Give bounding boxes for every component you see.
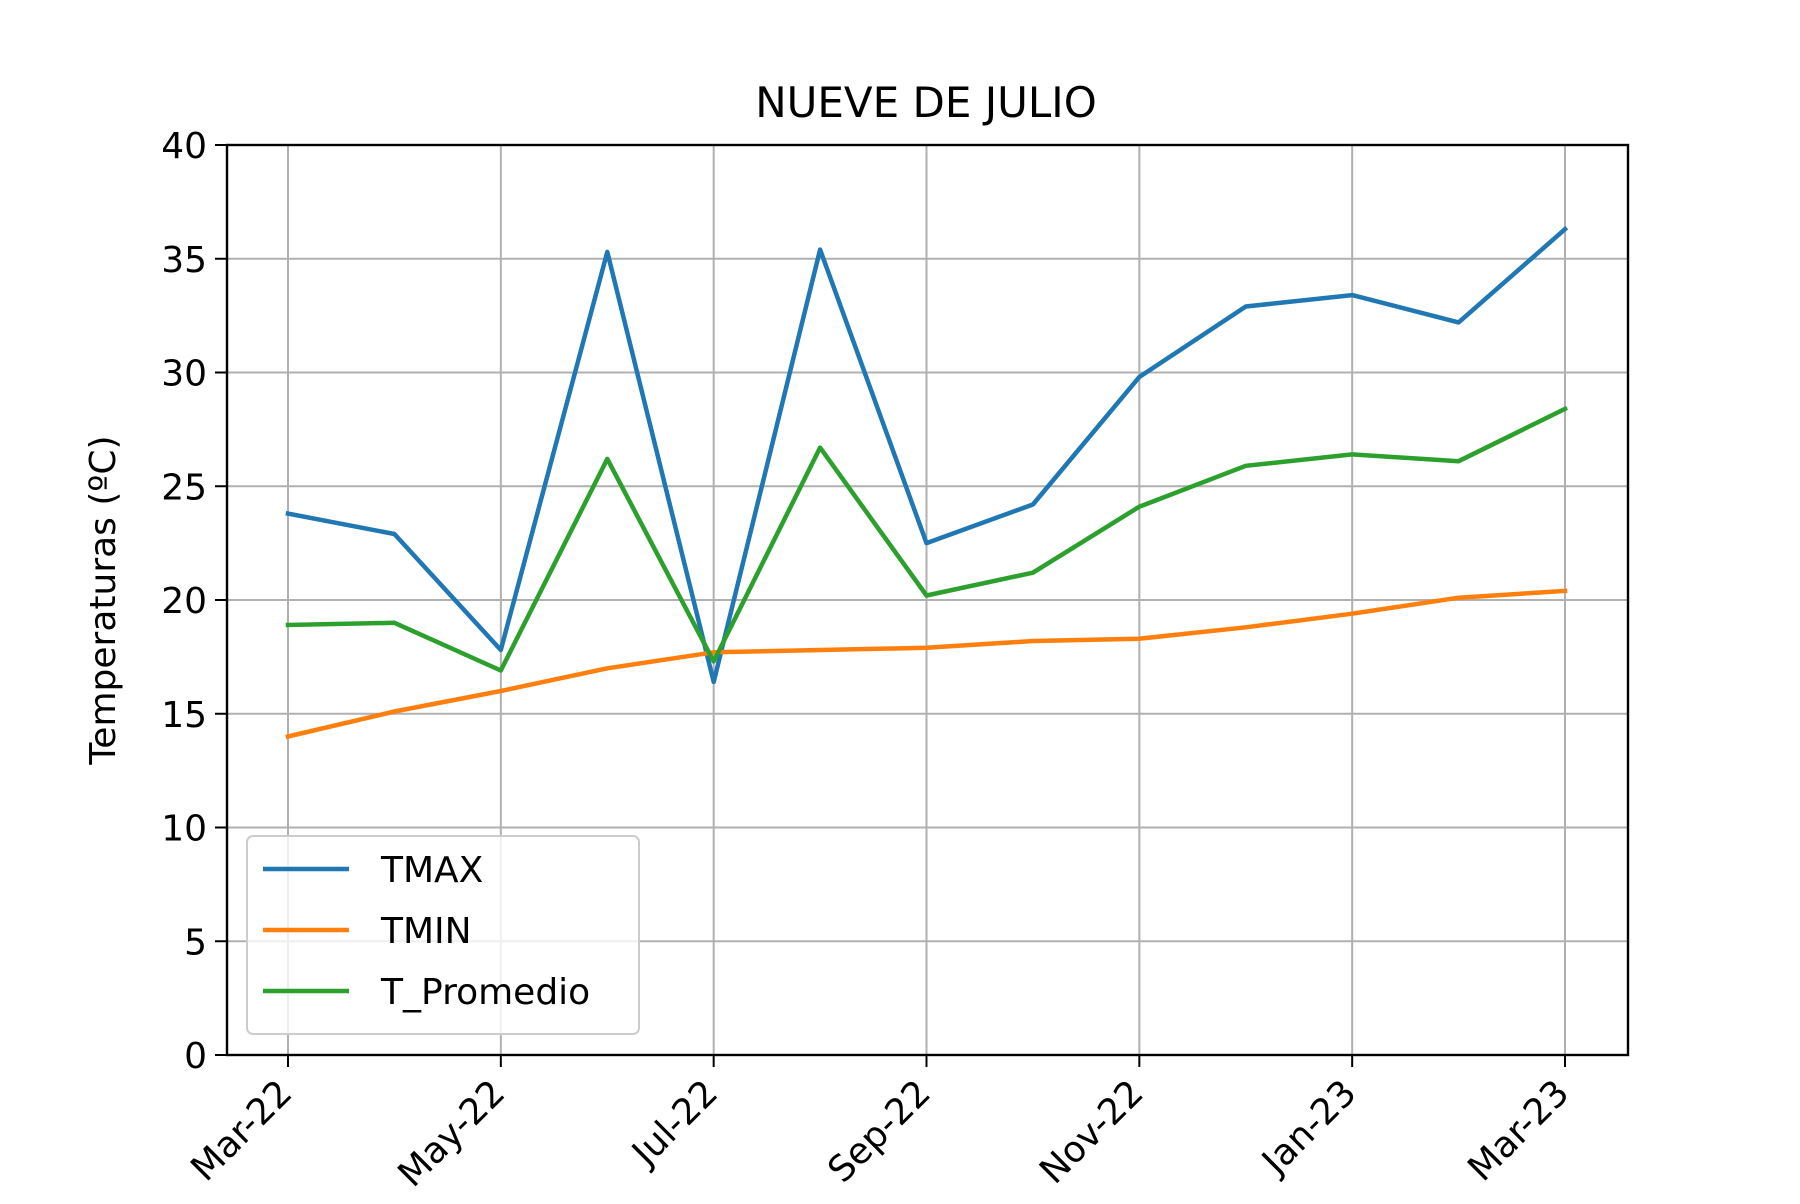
legend-label: TMIN	[380, 911, 472, 952]
series-line-tmax	[285, 226, 1569, 685]
y-axis-ticks: 0 5 10 15 20 25 30 35 40	[161, 126, 227, 1077]
y-tick-label: 30	[161, 354, 207, 395]
legend-label: TMAX	[380, 850, 483, 891]
y-tick-label: 25	[161, 467, 207, 508]
y-tick-label: 20	[161, 581, 207, 622]
grid-lines	[227, 144, 1628, 1056]
y-axis-label: Temperaturas (ºC)	[83, 435, 124, 765]
series-line-t-promedio	[285, 405, 1569, 673]
x-tick-label: Jan-23	[1253, 1072, 1364, 1183]
x-tick-label: Sep-22	[820, 1072, 939, 1191]
x-tick-label: Mar-22	[183, 1072, 300, 1189]
y-tick-label: 5	[184, 922, 207, 963]
legend-box	[246, 835, 640, 1035]
x-tick-label: Nov-22	[1032, 1072, 1152, 1192]
y-tick-label: 40	[161, 126, 207, 167]
x-tick-label: Jul-22	[623, 1072, 726, 1175]
chart-title: NUEVE DE JULIO	[755, 78, 1097, 127]
y-tick-label: 0	[184, 1036, 207, 1077]
y-tick-label: 15	[161, 695, 207, 736]
y-tick-label: 10	[161, 809, 207, 850]
x-tick-label: May-22	[390, 1072, 513, 1195]
legend: TMAX TMIN T_Promedio	[246, 835, 640, 1035]
legend-label: T_Promedio	[380, 972, 590, 1013]
x-axis-ticks: Mar-22 May-22 Jul-22 Sep-22 Nov-22 Jan-23 Mar-…	[183, 1055, 1577, 1195]
y-tick-label: 35	[161, 240, 207, 281]
series-line-tmin	[285, 588, 1568, 740]
x-tick-label: Mar-23	[1460, 1072, 1577, 1189]
series-lines	[285, 226, 1569, 740]
